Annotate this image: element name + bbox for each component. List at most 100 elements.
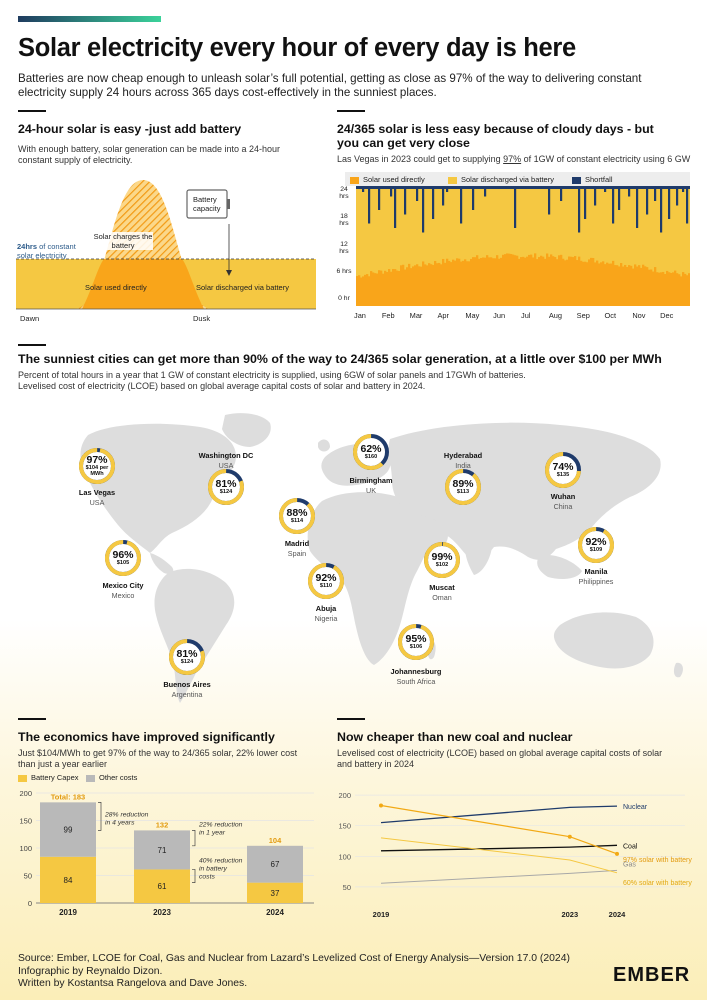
city-country: Spain	[287, 549, 307, 558]
city-name: Johannesburg	[390, 667, 442, 676]
city-donut: 97% $104 per MWh	[78, 447, 116, 485]
direct-bar	[686, 275, 689, 306]
donut-label: 92% $110	[307, 562, 345, 600]
direct-bar	[588, 259, 591, 306]
direct-bar	[426, 265, 429, 306]
axis-dawn-label: Dawn	[20, 314, 40, 323]
donut-ring	[578, 527, 614, 563]
city-name-block: Madrid Spain	[247, 539, 347, 559]
legend-capex-swatch	[18, 774, 27, 782]
direct-bar	[486, 255, 489, 306]
direct-bar	[474, 257, 477, 306]
city-donut: 92% $109	[577, 526, 615, 564]
bar-capex-value: 84	[64, 876, 73, 885]
line-series-label: 60% solar with battery	[623, 880, 692, 887]
annual-hourly-chart	[356, 186, 690, 306]
city-country: South Africa	[396, 677, 436, 686]
donut-ring	[279, 498, 315, 534]
city-donut: 96% $105	[104, 539, 142, 577]
panel1-title: 24-hour solar is easy -just add battery	[18, 122, 242, 136]
direct-bar	[364, 274, 367, 306]
shortfall-mark	[686, 186, 689, 224]
bar-other-value: 71	[158, 846, 167, 855]
direct-bar	[540, 255, 543, 306]
city-cost: $110	[319, 582, 333, 589]
axis-dusk-label: Dusk	[193, 314, 211, 323]
direct-bar	[490, 257, 493, 306]
donut-ring	[169, 639, 205, 675]
city-name: Mexico City	[102, 581, 144, 590]
direct-bar	[362, 276, 365, 306]
legend-shortfall-label: Shortfall	[585, 175, 613, 184]
direct-bar	[504, 254, 507, 306]
india-shape	[464, 532, 492, 575]
direct-bar	[644, 266, 647, 306]
direct-bar	[374, 273, 377, 306]
direct-bar	[378, 270, 381, 306]
direct-bar	[664, 273, 667, 306]
direct-bar	[460, 261, 463, 306]
direct-bar	[542, 256, 545, 306]
direct-bar	[658, 272, 661, 306]
city-name: Washington DC	[198, 451, 254, 460]
city-name-block: Hyderabad India	[413, 451, 513, 471]
north-america-shape	[80, 423, 236, 553]
direct-bar	[656, 272, 659, 306]
direct-bar	[628, 265, 631, 306]
bar-y-tick: 50	[24, 872, 32, 881]
direct-bar	[470, 258, 473, 306]
city-name-block: Mexico City Mexico	[73, 581, 173, 601]
shortfall-mark	[654, 186, 657, 201]
direct-bar	[584, 261, 587, 306]
direct-bar	[500, 257, 503, 306]
economics-bar-chart: 200 150 100 50 0 84 99 Total: 183 2019 61 71 132 202…	[19, 789, 314, 917]
month-label: May	[465, 311, 480, 320]
y-tick-6: 6 hrs	[336, 268, 352, 275]
direct-bar	[514, 255, 517, 306]
economics-rule	[18, 718, 46, 720]
battery-capacity-label: Battery capacity	[193, 195, 221, 213]
direct-bar	[610, 263, 613, 306]
city-donut: 89% $113	[444, 468, 482, 506]
bar-y-tick: 150	[19, 817, 32, 826]
donut-ring	[105, 540, 141, 576]
battery-terminal-icon	[227, 199, 230, 209]
direct-bar	[398, 271, 401, 306]
cheaper-title: Now cheaper than new coal and nuclear	[337, 730, 573, 744]
annotation-bracket-battery	[192, 869, 196, 883]
direct-bar	[574, 256, 577, 306]
bar-capex-value: 61	[158, 882, 167, 891]
direct-bar	[526, 256, 529, 306]
legend-other-swatch	[86, 774, 95, 782]
direct-bar	[428, 263, 431, 306]
lcoe-line-chart: 200 150 100 50 2019 2023 2024 Nuclear Coal 97% so…	[338, 791, 692, 919]
direct-bar	[516, 255, 519, 306]
direct-bar	[532, 257, 535, 306]
direct-bar	[570, 256, 573, 306]
direct-bar	[586, 262, 589, 306]
city-name-block: Birmingham UK	[321, 476, 421, 496]
donut-ring	[445, 469, 481, 505]
shortfall-mark	[514, 186, 517, 228]
direct-bar	[558, 255, 561, 306]
y-tick-0: 0 hr	[338, 295, 350, 302]
city-country: China	[553, 502, 573, 511]
donut-supplied-arc	[208, 469, 244, 505]
city-country: Mexico	[111, 591, 135, 600]
legend-battery-label: Solar discharged via battery	[461, 175, 554, 184]
shortfall-mark	[460, 186, 463, 224]
shortfall-mark	[584, 186, 587, 219]
panel1-rule	[18, 110, 46, 112]
bar-battery-capex	[247, 882, 303, 903]
direct-bar	[458, 258, 461, 306]
city-percent: 92%	[315, 571, 337, 584]
direct-bar	[602, 261, 605, 306]
direct-bar	[412, 266, 415, 306]
direct-bar	[536, 259, 539, 306]
city-cost: $104 per MWh	[85, 464, 109, 478]
direct-bar	[594, 262, 597, 306]
direct-bar	[472, 257, 475, 306]
city-country: Argentina	[171, 690, 203, 699]
direct-bar	[682, 272, 685, 306]
direct-bar	[522, 256, 525, 306]
